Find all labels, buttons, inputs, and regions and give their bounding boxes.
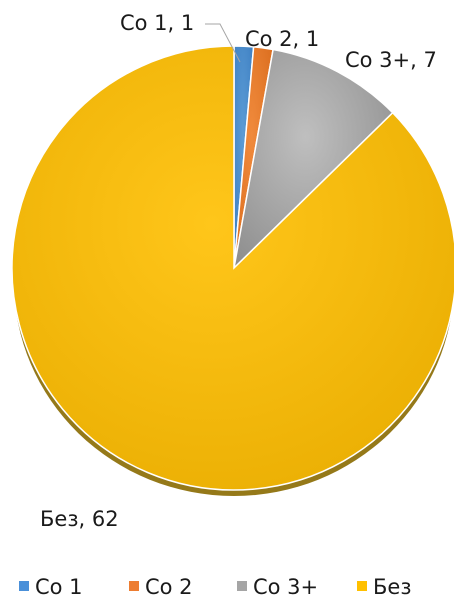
data-label-2: Со 2, 1 bbox=[245, 27, 319, 51]
pie-slice-4 bbox=[11, 45, 454, 491]
legend-swatch-3 bbox=[237, 581, 247, 591]
legend-label-4: Без bbox=[373, 575, 412, 599]
leader-line bbox=[205, 23, 241, 63]
legend-swatch-1 bbox=[19, 581, 29, 591]
data-labels: Со 1, 1 Со 2, 1 Со 3+, 7 Без, 62 bbox=[40, 11, 437, 531]
legend-label-3: Со 3+ bbox=[253, 575, 318, 599]
legend-label-2: Со 2 bbox=[145, 575, 193, 599]
legend-swatch-2 bbox=[129, 581, 139, 591]
pie-slices bbox=[11, 45, 454, 491]
legend: Со 1 Со 2 Со 3+ Без bbox=[19, 575, 412, 599]
data-label-3: Со 3+, 7 bbox=[345, 48, 437, 72]
legend-label-1: Со 1 bbox=[35, 575, 83, 599]
data-label-1: Со 1, 1 bbox=[120, 11, 194, 35]
legend-swatch-4 bbox=[357, 581, 367, 591]
data-label-4: Без, 62 bbox=[40, 507, 119, 531]
pie-slice-3 bbox=[232, 48, 394, 271]
